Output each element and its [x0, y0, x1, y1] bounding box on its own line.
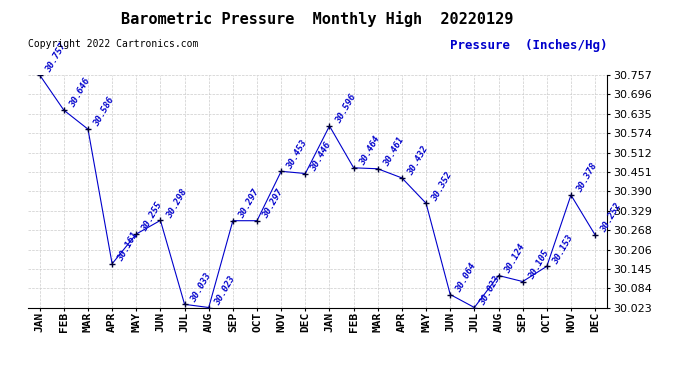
Text: 30.023: 30.023 — [479, 274, 502, 307]
Text: 30.297: 30.297 — [237, 188, 261, 220]
Text: 30.378: 30.378 — [575, 162, 599, 194]
Text: 30.352: 30.352 — [431, 170, 454, 202]
Text: Copyright 2022 Cartronics.com: Copyright 2022 Cartronics.com — [28, 39, 198, 50]
Text: 30.255: 30.255 — [141, 201, 164, 233]
Text: 30.023: 30.023 — [213, 274, 237, 307]
Text: 30.586: 30.586 — [92, 96, 116, 128]
Text: 30.432: 30.432 — [406, 145, 430, 177]
Text: 30.297: 30.297 — [262, 188, 285, 220]
Text: 30.757: 30.757 — [44, 42, 68, 74]
Text: 30.298: 30.298 — [165, 187, 188, 220]
Text: 30.646: 30.646 — [68, 77, 92, 110]
Text: 30.033: 30.033 — [189, 271, 213, 303]
Text: 30.252: 30.252 — [600, 202, 623, 234]
Text: 30.064: 30.064 — [455, 261, 478, 294]
Text: Barometric Pressure  Monthly High  20220129: Barometric Pressure Monthly High 2022012… — [121, 11, 513, 27]
Text: 30.453: 30.453 — [286, 138, 309, 171]
Text: 30.153: 30.153 — [551, 233, 575, 266]
Text: 30.461: 30.461 — [382, 135, 406, 168]
Text: 30.124: 30.124 — [503, 242, 526, 275]
Text: 30.161: 30.161 — [117, 231, 140, 263]
Text: 30.446: 30.446 — [310, 140, 333, 173]
Text: 30.105: 30.105 — [527, 248, 551, 281]
Text: 30.596: 30.596 — [334, 93, 357, 125]
Text: 30.464: 30.464 — [358, 135, 382, 167]
Text: Pressure  (Inches/Hg): Pressure (Inches/Hg) — [450, 39, 607, 53]
